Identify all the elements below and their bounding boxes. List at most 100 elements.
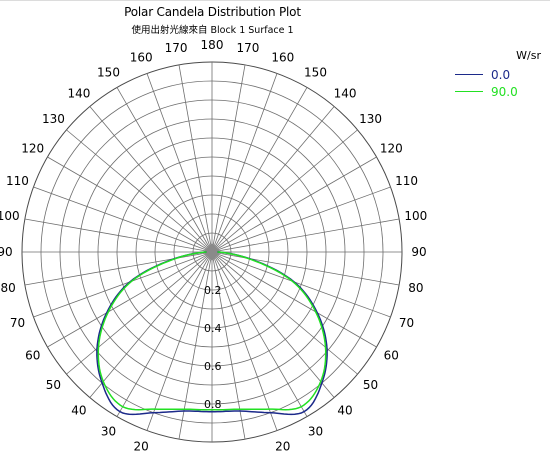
grid-spoke (211, 73, 278, 253)
series-1-point (152, 412, 155, 414)
angle-tick-label: 180 (201, 38, 224, 52)
grid-spoke (33, 186, 213, 253)
radial-tick-label: 0.6 (204, 360, 222, 373)
series-2-point (131, 280, 133, 282)
series-2-point (175, 257, 177, 259)
grid-spoke (211, 218, 400, 253)
grid-spoke (178, 64, 213, 253)
angle-tick-labels: 180 1701701601601501501401401301301201201… (0, 38, 427, 451)
legend-entry-series-2: 90.0 (455, 84, 547, 100)
angle-tick-label: 110 (395, 174, 418, 188)
grid-spoke (33, 251, 213, 318)
series-2-point (217, 251, 219, 253)
angle-tick-label: 90 (411, 245, 426, 259)
radial-tick-label: 0.2 (204, 284, 222, 297)
legend-label-series-2: 90.0 (491, 85, 518, 99)
angle-tick-label: 50 (363, 378, 378, 392)
angle-tick-label: 20 (275, 440, 290, 451)
angle-tick-label: 160 (130, 50, 153, 64)
grid-spoke (66, 129, 213, 253)
angle-tick-label: 110 (6, 174, 29, 188)
radial-tick-label: 0.4 (204, 322, 222, 335)
grid-spoke (47, 251, 213, 348)
grid-spoke (211, 251, 391, 318)
grid-spoke (178, 251, 213, 440)
grid-spoke (89, 106, 213, 253)
series-1-point (183, 410, 185, 412)
angle-tick-label: 100 (0, 209, 20, 223)
angle-tick-label: 140 (334, 86, 357, 100)
grid-spoke (211, 251, 335, 398)
chart-title: Polar Candela Distribution Plot (124, 5, 301, 19)
angle-tick-label: 100 (404, 209, 427, 223)
series-1-point (211, 411, 213, 413)
angle-tick-label: 160 (271, 50, 294, 64)
grid-spoke (47, 156, 213, 253)
grid-spoke (211, 251, 358, 375)
series-2-point (324, 346, 327, 348)
series-2-point (211, 409, 213, 411)
grid-spoke (211, 251, 377, 348)
series-2-point (320, 380, 322, 383)
angle-tick-label: 70 (10, 316, 25, 330)
series-2-point (102, 380, 104, 383)
grid-spoke (211, 251, 278, 431)
series-1-point (326, 347, 328, 350)
grid-spoke (211, 87, 308, 253)
grid-spoke (116, 87, 213, 253)
grid-spoke (211, 64, 246, 253)
series-2-point (122, 406, 124, 408)
angle-tick-label: 80 (408, 281, 423, 295)
polar-grid (21, 61, 403, 443)
series-2-point (268, 408, 270, 410)
grid-spoke (89, 251, 213, 398)
series-1-point (119, 411, 121, 413)
angle-tick-label: 70 (399, 316, 414, 330)
legend-label-series-1: 0.0 (491, 68, 511, 82)
grid-spoke (211, 106, 335, 253)
legend-unit: W/sr (516, 49, 541, 62)
legend-entry-series-1: 0.0 (455, 67, 547, 83)
grid-spoke (146, 251, 213, 431)
series-2-point (315, 311, 317, 313)
grid-spoke (211, 156, 377, 253)
angle-tick-label: 120 (21, 142, 44, 156)
radial-tick-label: 0.8 (204, 398, 222, 411)
series-2-point (291, 280, 293, 282)
angle-tick-label: 150 (97, 66, 120, 80)
series-1-point (321, 382, 323, 384)
series-2-point (239, 408, 241, 410)
series-2-point (154, 408, 156, 410)
legend-swatch-series-1 (455, 74, 483, 75)
series-2-point (107, 311, 109, 313)
grid-spoke (211, 186, 391, 253)
angle-tick-label: 140 (67, 86, 90, 100)
angle-tick-label: 40 (337, 404, 352, 418)
legend: W/sr 0.0 90.0 (455, 49, 547, 109)
series-2-point (247, 257, 249, 259)
series-2-point (300, 406, 302, 408)
series-1-point (269, 412, 272, 414)
series-1-point (101, 382, 103, 384)
grid-spoke (146, 73, 213, 253)
series-1-point (239, 410, 241, 412)
angle-tick-label: 20 (134, 440, 149, 451)
angle-tick-label: 150 (304, 66, 327, 80)
grid-spoke (66, 251, 213, 375)
angle-tick-label: 40 (71, 404, 86, 418)
angle-tick-label: 60 (25, 349, 40, 363)
grid-spoke (211, 129, 358, 253)
angle-tick-label: 170 (165, 41, 188, 55)
center-marker (203, 243, 221, 261)
series-2-point (97, 346, 100, 348)
angle-tick-label: 60 (384, 349, 399, 363)
legend-swatch-series-2 (455, 91, 483, 92)
angle-tick-label: 130 (359, 112, 382, 126)
grid-spoke (24, 218, 213, 253)
angle-tick-label: 120 (380, 142, 403, 156)
series-2-point (183, 408, 185, 410)
radial-tick-labels: 0.2 0.4 0.6 0.8 (204, 284, 222, 411)
grid-spoke (116, 251, 213, 417)
